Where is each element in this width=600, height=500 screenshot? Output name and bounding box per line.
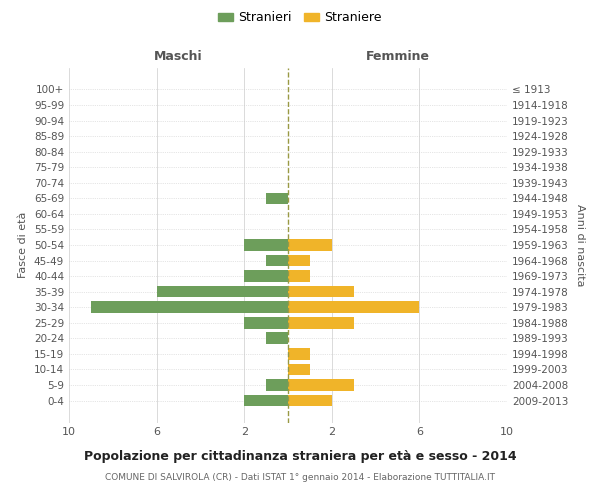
Bar <box>244 317 288 328</box>
Bar <box>288 239 332 251</box>
Bar <box>266 379 288 391</box>
Bar <box>91 302 288 313</box>
Bar <box>288 379 354 391</box>
Text: Maschi: Maschi <box>154 50 203 62</box>
Bar <box>288 394 332 406</box>
Text: COMUNE DI SALVIROLA (CR) - Dati ISTAT 1° gennaio 2014 - Elaborazione TUTTITALIA.: COMUNE DI SALVIROLA (CR) - Dati ISTAT 1°… <box>105 472 495 482</box>
Bar <box>244 239 288 251</box>
Bar <box>266 192 288 204</box>
Bar <box>266 254 288 266</box>
Text: Femmine: Femmine <box>365 50 430 62</box>
Y-axis label: Anni di nascita: Anni di nascita <box>575 204 585 286</box>
Bar <box>288 317 354 328</box>
Bar <box>244 394 288 406</box>
Bar <box>288 364 310 376</box>
Bar <box>244 270 288 282</box>
Bar <box>266 332 288 344</box>
Legend: Stranieri, Straniere: Stranieri, Straniere <box>213 6 387 29</box>
Bar <box>157 286 288 298</box>
Y-axis label: Fasce di età: Fasce di età <box>19 212 28 278</box>
Bar <box>288 348 310 360</box>
Bar <box>288 286 354 298</box>
Bar <box>288 254 310 266</box>
Bar <box>288 302 419 313</box>
Text: Popolazione per cittadinanza straniera per età e sesso - 2014: Popolazione per cittadinanza straniera p… <box>83 450 517 463</box>
Bar <box>288 270 310 282</box>
